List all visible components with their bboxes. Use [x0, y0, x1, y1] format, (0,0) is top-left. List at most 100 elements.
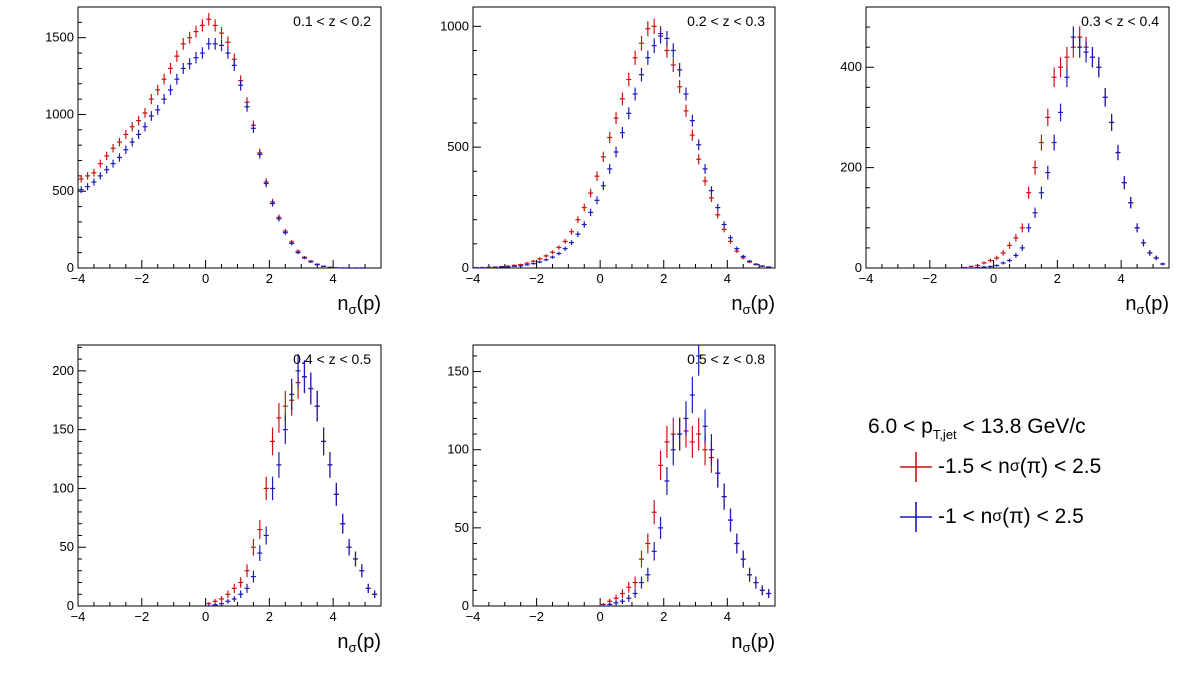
data-point	[677, 417, 683, 451]
data-point	[110, 143, 116, 153]
data-point	[270, 476, 276, 501]
data-point	[581, 221, 587, 228]
data-point	[683, 401, 689, 436]
data-point	[689, 376, 695, 414]
data-point	[174, 50, 180, 62]
y-tick-label: 50	[455, 520, 469, 535]
data-point	[219, 39, 225, 52]
data-point	[1160, 262, 1166, 266]
x-axis-title: nσ(p)	[1125, 293, 1169, 317]
data-point	[708, 186, 714, 195]
data-point	[968, 267, 974, 269]
data-point	[747, 259, 753, 263]
data-point	[219, 27, 225, 40]
x-axis-title: nσ(p)	[337, 293, 381, 317]
data-point	[193, 51, 199, 64]
data-point	[1051, 134, 1057, 151]
data-point	[244, 101, 250, 112]
data-point	[359, 564, 365, 578]
data-point	[1013, 233, 1019, 242]
data-point	[721, 483, 727, 510]
data-point	[1019, 244, 1025, 252]
x-tick-label: 2	[660, 609, 667, 624]
data-point	[167, 62, 173, 74]
data-point	[161, 94, 167, 105]
data-point	[1064, 46, 1070, 68]
data-point	[1077, 36, 1083, 58]
data-point	[619, 598, 625, 605]
data-point	[1007, 258, 1013, 263]
data-point	[104, 165, 110, 174]
data-point	[212, 603, 218, 606]
data-point	[104, 151, 110, 161]
data-point	[543, 254, 549, 258]
data-point	[270, 200, 276, 207]
data-point	[638, 67, 644, 82]
data-point	[632, 589, 638, 598]
y-tick-label: 200	[52, 363, 74, 378]
panel-3: −4 −2 0 2 4 0 200 400 0.3 < z < 0.4 nσ(p)	[840, 6, 1170, 317]
data-point	[677, 62, 683, 77]
data-point	[85, 172, 91, 180]
data-point	[632, 87, 638, 101]
data-point	[658, 516, 664, 539]
data-point	[543, 258, 549, 262]
data-point	[1032, 160, 1038, 175]
data-point	[975, 264, 981, 267]
data-point	[78, 186, 84, 194]
data-point	[721, 221, 727, 228]
data-point	[1038, 134, 1044, 151]
plot-frame	[472, 344, 776, 607]
data-point	[645, 567, 651, 582]
data-point	[987, 265, 993, 268]
data-point	[1058, 103, 1064, 122]
data-point	[524, 263, 530, 266]
data-point	[607, 602, 613, 606]
data-point	[327, 452, 333, 478]
series-1	[473, 18, 772, 269]
data-point	[619, 126, 625, 139]
data-point	[759, 585, 765, 596]
data-point	[116, 137, 122, 147]
data-point	[1153, 255, 1159, 261]
data-point	[626, 581, 632, 593]
data-point	[187, 58, 193, 70]
x-tick-label: −4	[71, 609, 86, 624]
data-point	[1140, 239, 1146, 247]
data-point	[225, 590, 231, 598]
data-point	[116, 153, 122, 162]
data-point	[600, 604, 606, 607]
x-axis-title: nσ(p)	[337, 631, 381, 655]
legend-marker-blue-icon	[900, 502, 932, 532]
data-point	[696, 417, 702, 451]
data-point	[708, 193, 714, 203]
data-point	[276, 403, 282, 433]
x-tick-label: −4	[71, 271, 86, 286]
data-point	[1147, 250, 1153, 256]
data-point	[174, 73, 180, 85]
data-point	[308, 372, 314, 405]
data-point	[225, 598, 231, 604]
y-tick-label: 1000	[440, 18, 469, 33]
data-point	[975, 266, 981, 269]
data-point	[225, 36, 231, 49]
data-point	[715, 458, 721, 488]
y-tick-label: 1000	[45, 106, 74, 121]
y-tick-label: 0	[67, 260, 74, 275]
data-point	[651, 500, 657, 525]
data-point	[193, 25, 199, 38]
data-point	[702, 409, 708, 444]
data-point	[632, 576, 638, 589]
data-point	[97, 172, 103, 180]
y-tick-label: 150	[52, 422, 74, 437]
data-point	[549, 255, 555, 259]
y-tick-label: 50	[60, 539, 74, 554]
data-point	[78, 175, 84, 183]
series-2	[473, 28, 772, 269]
legend-header: 6.0 < pT,jet < 13.8 GeV/c	[868, 415, 1086, 442]
data-point	[167, 84, 173, 96]
data-point	[626, 72, 632, 87]
data-point	[638, 35, 644, 51]
x-axis-title: nσ(p)	[731, 293, 775, 317]
data-point	[638, 550, 644, 568]
